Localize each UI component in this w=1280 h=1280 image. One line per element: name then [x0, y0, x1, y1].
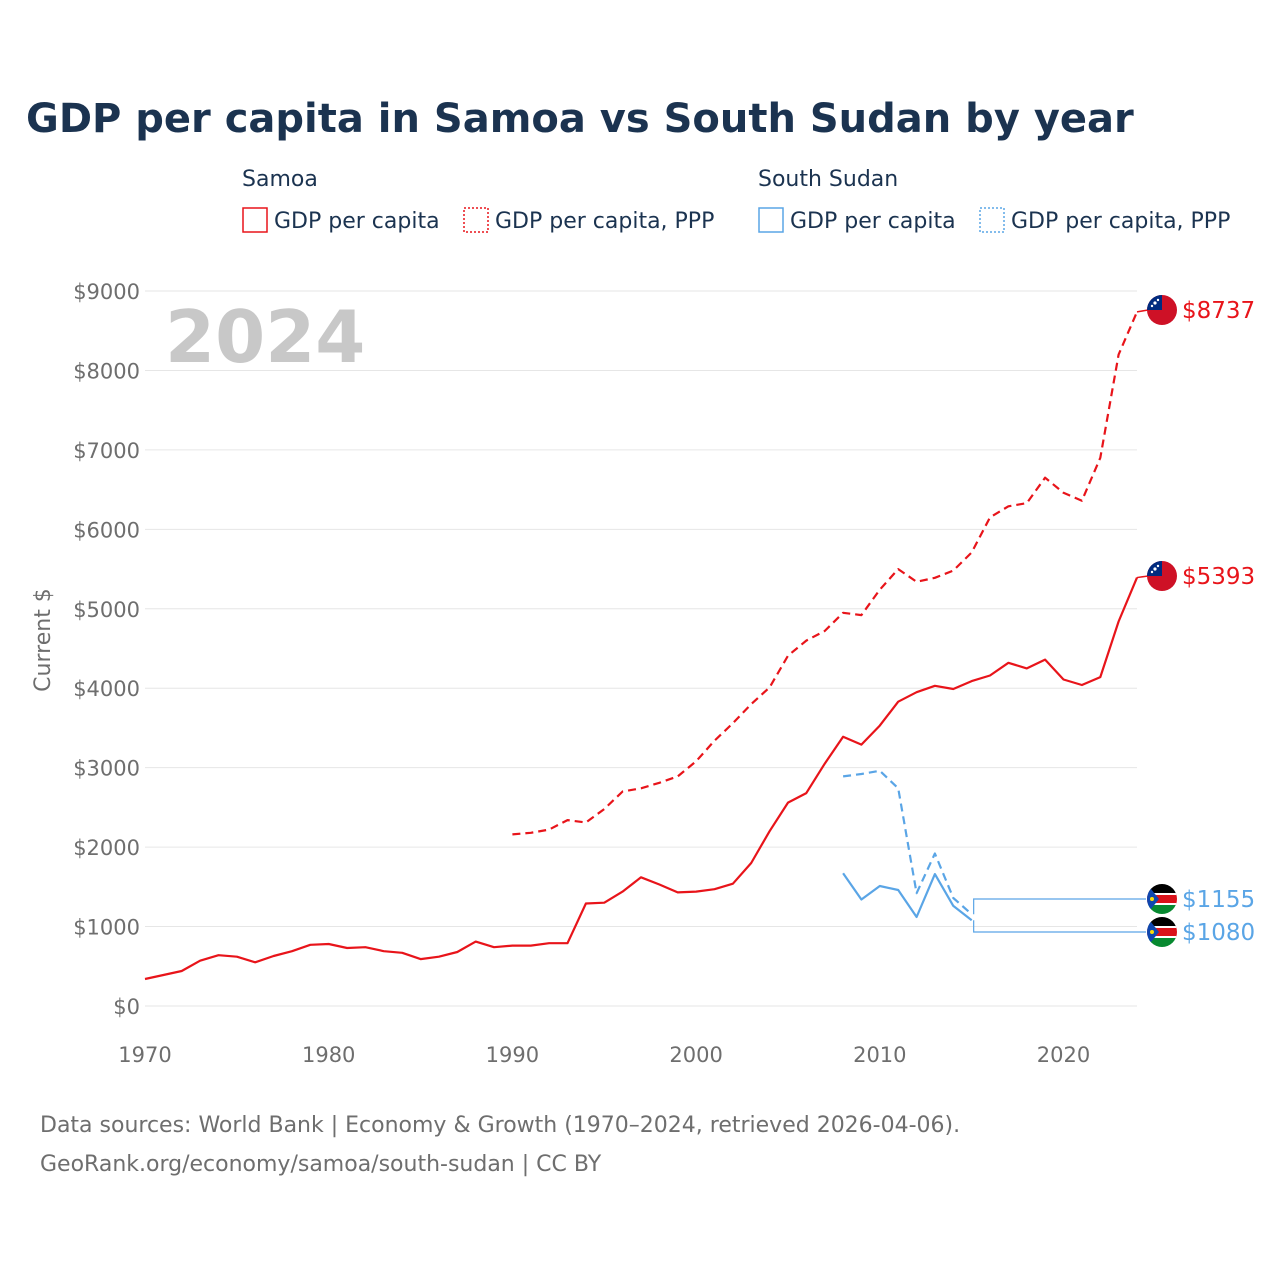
x-tick-label: 1980 — [302, 1043, 355, 1067]
y-tick-label: $5000 — [73, 598, 140, 622]
y-tick-label: $1000 — [73, 916, 140, 940]
series-line-south-sudan-gdp-per-capita — [842, 872, 973, 922]
south-sudan-flag-icon — [1147, 884, 1177, 914]
end-label-value: $1080 — [1182, 920, 1255, 946]
legend-group-south-sudan: South Sudan — [758, 167, 898, 192]
end-label-connector — [973, 898, 1146, 915]
series-line-south-sudan-gdp-per-capita-ppp — [842, 769, 973, 916]
x-tick-label: 1970 — [118, 1043, 171, 1067]
x-tick-label: 2000 — [669, 1043, 722, 1067]
source-line-2[interactable]: GeoRank.org/economy/samoa/south-sudan | … — [40, 1152, 602, 1177]
end-label-connector — [973, 920, 1146, 933]
end-label-connector — [1136, 309, 1149, 313]
current-year: 2024 — [165, 295, 365, 379]
legend-label-samoa-ppp: GDP per capita, PPP — [495, 209, 714, 234]
y-tick-label: $6000 — [73, 518, 140, 542]
x-tick-label: 2020 — [1037, 1043, 1090, 1067]
legend: Samoa GDP per capita GDP per capita, PPP… — [242, 167, 1230, 234]
series-line-samoa-gdp-per-capita — [144, 577, 1139, 981]
series-line-samoa-gdp-per-capita-ppp — [512, 311, 1139, 836]
legend-swatch-south-sudan-ppp — [979, 207, 1005, 233]
legend-label-samoa-gdp: GDP per capita — [274, 209, 440, 234]
x-tick-label: 1990 — [486, 1043, 539, 1067]
chart-title: GDP per capita in Samoa vs South Sudan b… — [26, 96, 1134, 142]
legend-label-south-sudan-ppp: GDP per capita, PPP — [1011, 209, 1230, 234]
y-tick-label: $9000 — [73, 280, 140, 304]
y-tick-label: $8000 — [73, 359, 140, 383]
end-label-connector — [1136, 575, 1149, 579]
y-tick-label: $4000 — [73, 677, 140, 701]
end-labels: $8737 $5393 $1155 $1080 — [973, 295, 1255, 947]
y-tick-label: $2000 — [73, 836, 140, 860]
source-line-1: Data sources: World Bank | Economy & Gro… — [40, 1113, 960, 1138]
y-tick-label: $0 — [113, 995, 140, 1019]
legend-swatch-south-sudan-gdp — [758, 207, 784, 233]
y-tick-label: $7000 — [73, 439, 140, 463]
legend-label-south-sudan-gdp: GDP per capita — [790, 209, 956, 234]
x-tick-label: 2010 — [853, 1043, 906, 1067]
legend-swatch-samoa-gdp — [242, 207, 268, 233]
y-axis-label: Current $ — [31, 588, 56, 692]
legend-swatch-samoa-ppp — [463, 207, 489, 233]
end-label-value: $5393 — [1182, 564, 1255, 590]
axes: $0 $1000 $2000 $3000 $4000 $5000 $6000 $7000 $80… — [73, 280, 1090, 1067]
south-sudan-flag-icon — [1147, 917, 1177, 947]
end-label-value: $8737 — [1182, 298, 1255, 324]
y-tick-label: $3000 — [73, 757, 140, 781]
gridlines — [145, 290, 1137, 1007]
samoa-flag-icon — [1147, 295, 1177, 325]
series — [144, 311, 1139, 981]
samoa-flag-icon — [1147, 561, 1177, 591]
legend-group-samoa: Samoa — [242, 167, 318, 192]
end-label-value: $1155 — [1182, 887, 1255, 913]
